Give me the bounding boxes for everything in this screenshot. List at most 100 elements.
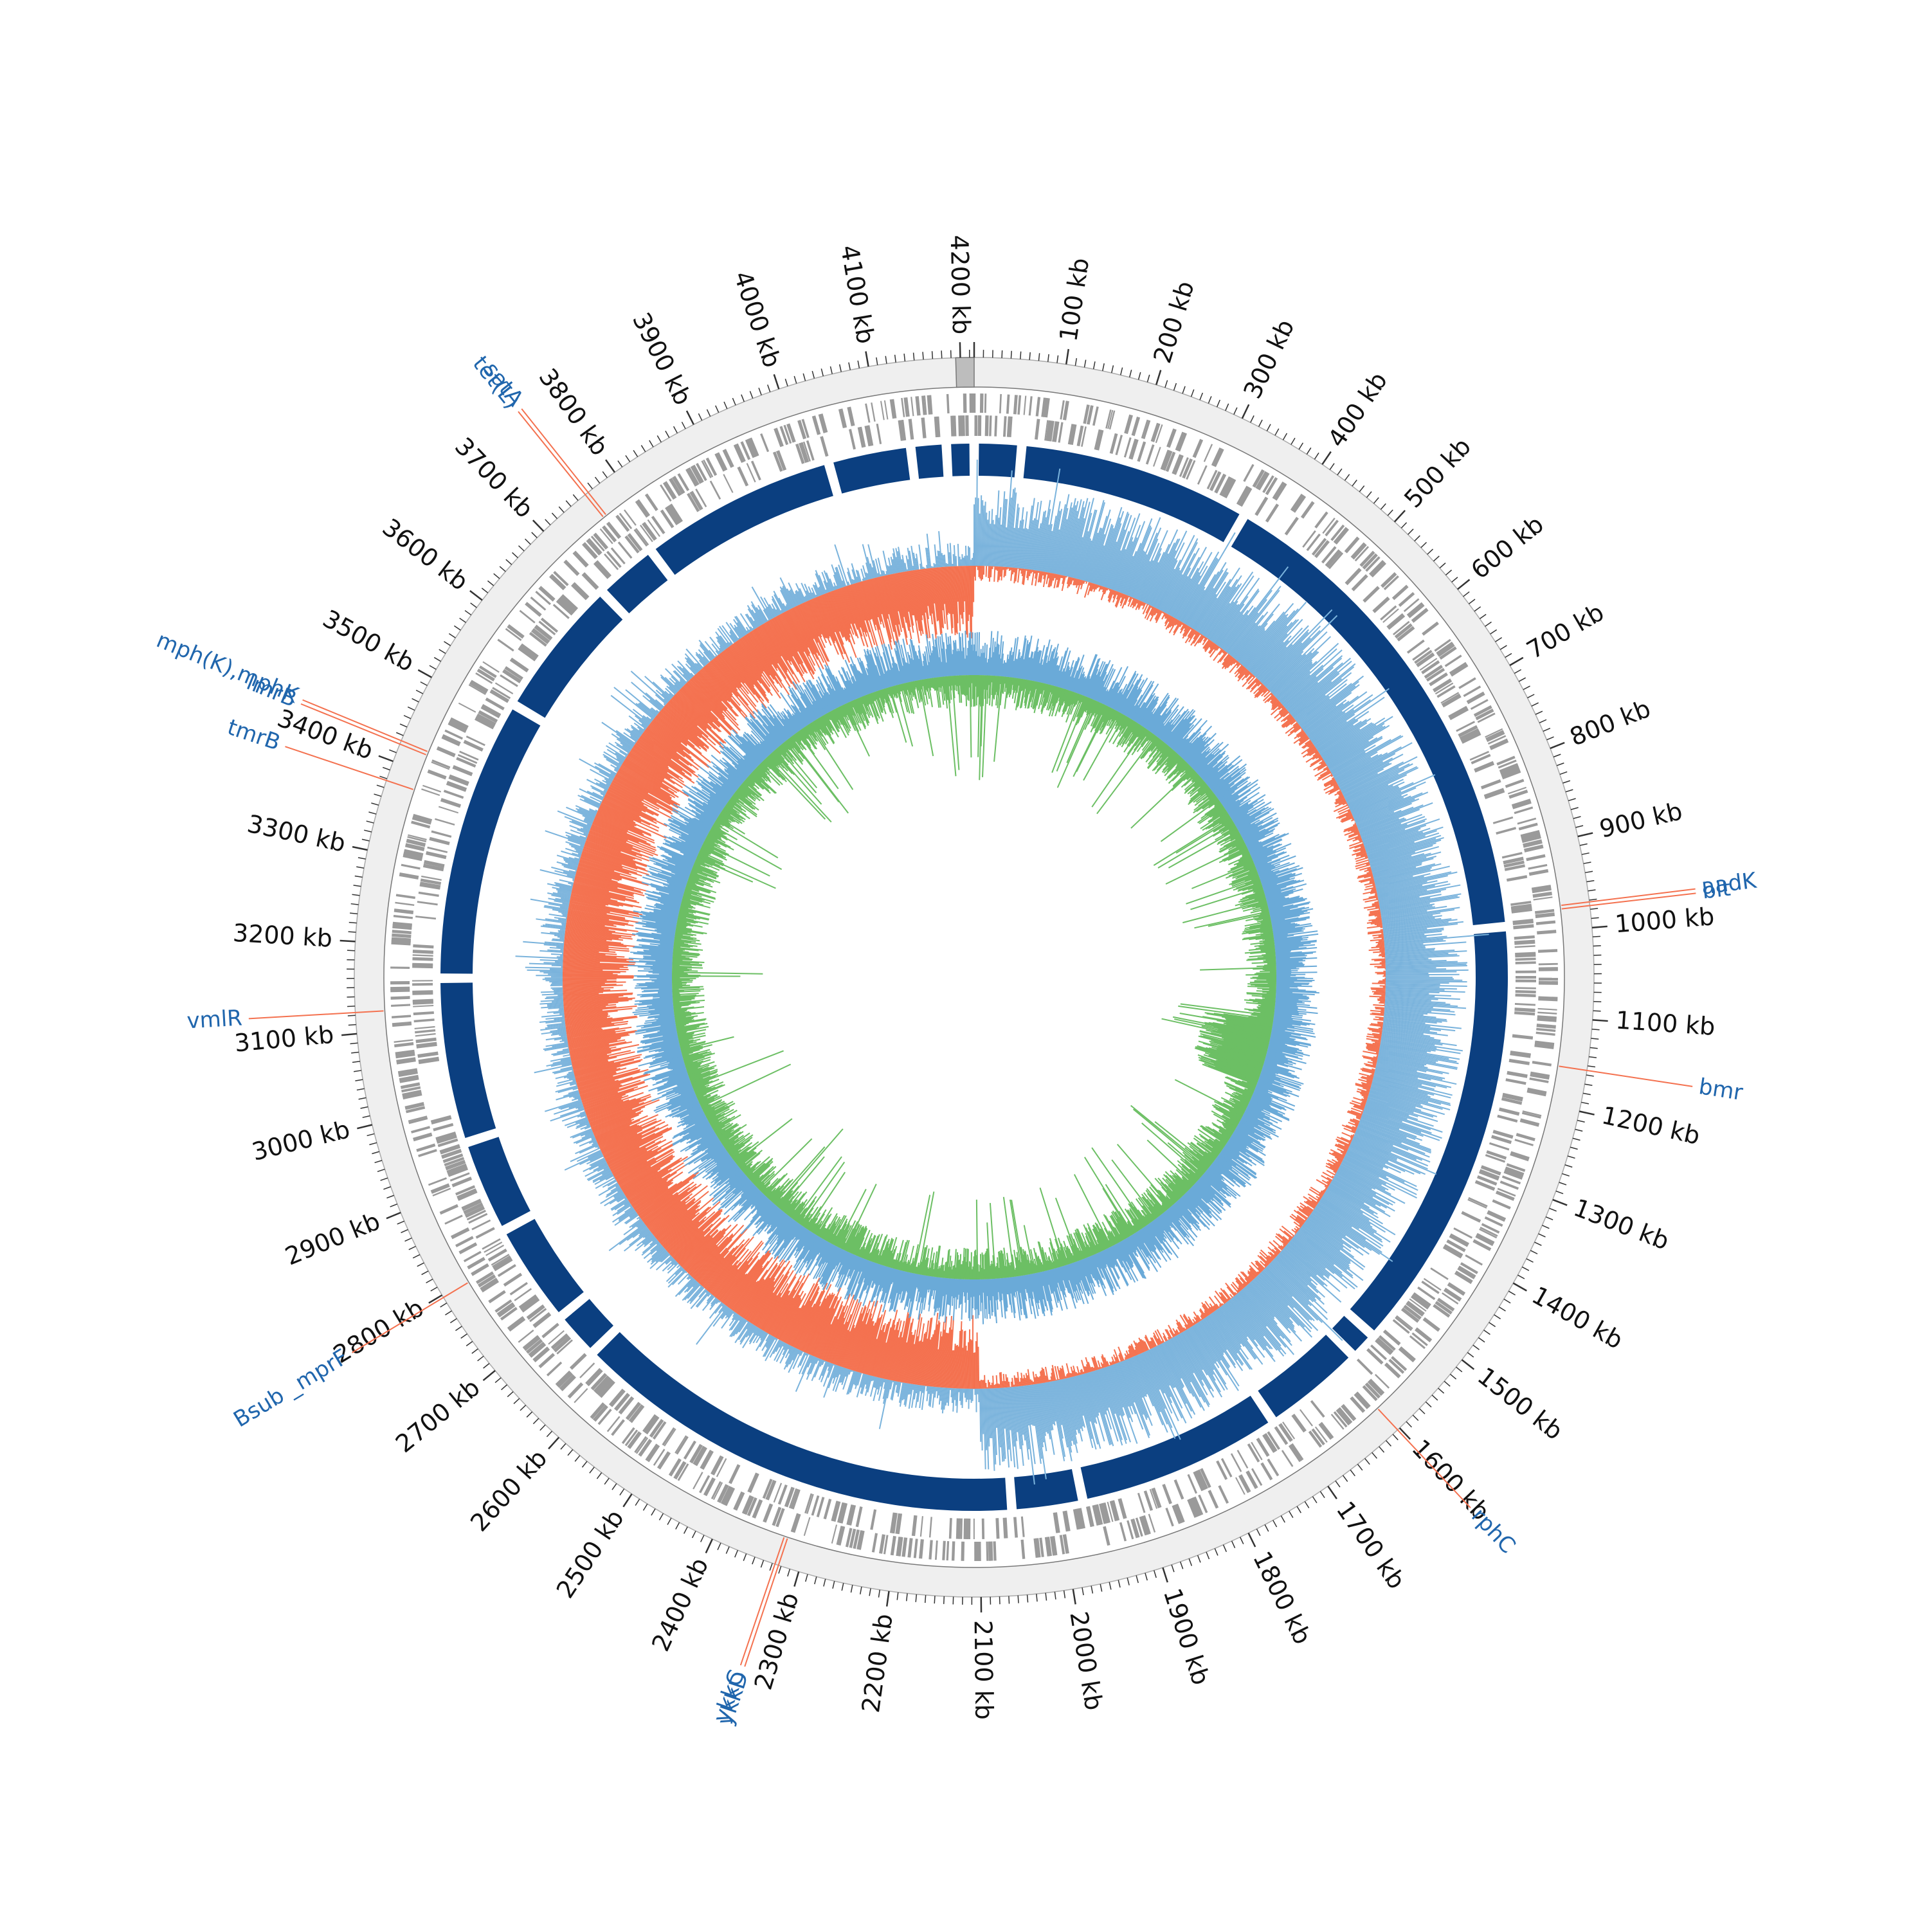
minor-tick xyxy=(1499,1307,1505,1311)
minor-tick xyxy=(716,406,719,413)
cds-feature xyxy=(1515,1004,1535,1005)
gc-skew-bar xyxy=(1236,1293,1237,1294)
minor-tick xyxy=(1550,1208,1557,1211)
gc-skew-bar xyxy=(1375,1007,1384,1008)
cds-feature xyxy=(995,416,996,437)
gc-skew-bar xyxy=(1005,567,1006,576)
minor-tick xyxy=(400,724,407,727)
minor-tick xyxy=(1519,678,1526,682)
gc-skew-bar xyxy=(1220,648,1221,649)
minor-tick xyxy=(1589,1057,1597,1058)
minor-tick xyxy=(1094,361,1095,369)
minor-tick xyxy=(1366,492,1372,498)
minor-tick xyxy=(752,1557,755,1564)
minor-tick xyxy=(1273,1521,1277,1528)
minor-tick xyxy=(1592,1029,1600,1030)
minor-tick xyxy=(1581,1102,1589,1103)
gc-skew-bar xyxy=(1066,1377,1067,1378)
minor-tick xyxy=(1408,529,1413,535)
minor-tick xyxy=(1312,1497,1317,1503)
minor-tick xyxy=(351,904,359,905)
minor-tick xyxy=(1508,1291,1515,1295)
minor-tick xyxy=(1570,1147,1578,1149)
gc-skew-bar xyxy=(1101,1367,1102,1368)
minor-tick xyxy=(1535,1242,1542,1245)
gc-skew-bar xyxy=(1376,942,1384,943)
minor-tick xyxy=(1562,781,1570,783)
cds-feature xyxy=(1516,962,1536,963)
minor-tick xyxy=(1427,549,1433,554)
minor-tick xyxy=(575,1456,580,1461)
minor-tick xyxy=(1226,404,1229,411)
gc-skew-bar xyxy=(585,1116,586,1117)
gc-skew-bar xyxy=(1373,886,1375,887)
major-tick xyxy=(1593,1020,1608,1021)
minor-tick xyxy=(1485,622,1492,626)
minor-tick xyxy=(1514,669,1521,673)
minor-tick xyxy=(1530,1250,1537,1254)
gc-skew-bar xyxy=(1014,568,1015,572)
minor-tick xyxy=(1467,1353,1474,1357)
major-tick xyxy=(623,1494,631,1507)
contig-block xyxy=(951,444,970,476)
gc-skew-bar xyxy=(562,925,566,926)
major-tick xyxy=(386,1213,401,1218)
cds-feature xyxy=(903,1538,906,1557)
gc-skew-bar xyxy=(1083,581,1084,584)
minor-tick xyxy=(1401,523,1406,528)
minor-tick xyxy=(1345,474,1349,481)
minor-tick xyxy=(1305,1501,1309,1508)
minor-tick xyxy=(368,812,376,814)
minor-tick xyxy=(904,354,905,361)
gc-skew-bar xyxy=(999,566,1000,580)
minor-tick xyxy=(568,1450,573,1456)
gc-skew-bar xyxy=(543,962,563,963)
minor-tick xyxy=(1575,826,1583,827)
minor-tick xyxy=(372,1151,379,1153)
cds-feature xyxy=(989,1542,990,1561)
gc-skew-bar xyxy=(1129,596,1130,597)
minor-tick xyxy=(682,422,685,429)
minor-tick xyxy=(454,626,460,630)
minor-tick xyxy=(430,665,436,669)
major-tick xyxy=(1163,1567,1167,1582)
minor-tick xyxy=(540,1425,545,1431)
minor-tick xyxy=(1474,607,1481,611)
gc-skew-bar xyxy=(572,879,574,880)
gc-skew-bar xyxy=(951,1388,952,1397)
minor-tick xyxy=(1307,447,1310,454)
minor-tick xyxy=(768,384,770,392)
minor-tick xyxy=(440,1303,447,1307)
cds-feature xyxy=(413,1000,433,1001)
gc-skew-bar xyxy=(1115,1361,1116,1364)
minor-tick xyxy=(633,450,638,456)
minor-tick xyxy=(788,1569,790,1576)
minor-tick xyxy=(794,376,796,383)
minor-tick xyxy=(759,388,761,395)
minor-tick xyxy=(1546,737,1553,740)
minor-tick xyxy=(649,440,653,447)
cds-feature xyxy=(391,1005,410,1006)
gc-skew-bar xyxy=(586,837,587,838)
gc-skew-bar xyxy=(558,931,565,932)
minor-tick xyxy=(1539,719,1546,723)
gc-skew-bar xyxy=(1062,575,1063,578)
gc-skew-bar xyxy=(1365,856,1368,857)
minor-tick xyxy=(1365,1458,1370,1464)
minor-tick xyxy=(381,1178,388,1180)
gc-skew-bar xyxy=(834,1364,835,1366)
minor-tick xyxy=(1588,890,1596,891)
minor-tick xyxy=(1419,1409,1425,1414)
cds-feature xyxy=(1000,394,1001,413)
gc-skew-bar xyxy=(1083,1371,1084,1373)
gc-skew-bar xyxy=(1379,950,1384,951)
minor-tick xyxy=(1526,1259,1534,1262)
gc-skew-bar xyxy=(929,1386,930,1394)
minor-tick xyxy=(779,1566,781,1573)
minor-tick xyxy=(363,1116,370,1118)
minor-tick xyxy=(559,507,564,512)
minor-tick xyxy=(1172,1565,1174,1572)
major-tick xyxy=(470,591,482,600)
minor-tick xyxy=(1560,772,1567,774)
minor-tick xyxy=(1112,365,1114,373)
